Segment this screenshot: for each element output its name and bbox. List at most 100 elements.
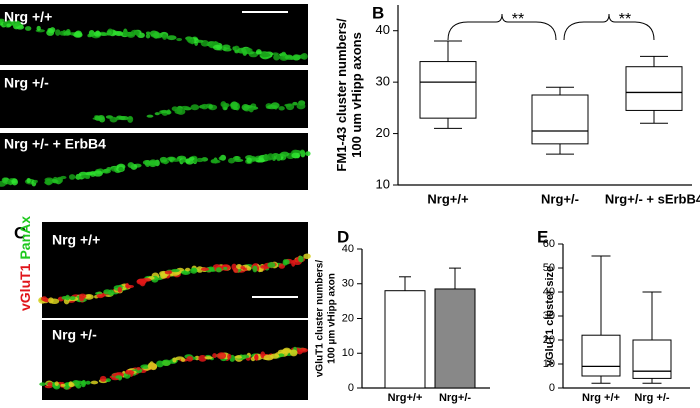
punctum	[154, 32, 163, 39]
significance-bracket	[447, 13, 557, 41]
punctum	[127, 162, 135, 168]
image-label: Nrg +/-	[52, 327, 97, 343]
y-axis-label: vGluT1 cluster size	[544, 266, 556, 366]
significance-label: **	[619, 11, 631, 28]
punctum	[234, 355, 243, 359]
x-tick-label: Nrg+/-	[439, 392, 471, 404]
punctum	[145, 31, 151, 35]
y-tick-label: 0	[549, 382, 555, 394]
punctum	[68, 174, 76, 180]
punctum	[47, 382, 53, 387]
panel-label: C	[14, 223, 26, 242]
y-tick-label: 30	[376, 74, 390, 89]
punctum	[96, 293, 105, 299]
punctum	[115, 375, 123, 379]
punctum	[125, 282, 130, 290]
punctum	[160, 109, 169, 114]
punctum	[281, 51, 287, 57]
punctum	[90, 380, 99, 385]
punctum	[291, 260, 296, 267]
punctum	[102, 168, 111, 174]
punctum	[276, 154, 282, 162]
y-tick-label: 40	[342, 243, 354, 255]
punctum	[79, 295, 85, 302]
image-label: Nrg +/+	[52, 232, 100, 248]
x-tick-label: Nrg +/+	[582, 392, 620, 404]
punctum	[74, 30, 83, 38]
punctum	[299, 149, 305, 155]
punctum	[296, 102, 306, 110]
punctum	[84, 294, 94, 300]
punctum	[196, 266, 204, 273]
punctum	[282, 347, 292, 354]
punctum	[223, 266, 228, 270]
punctum	[85, 171, 94, 176]
punctum	[241, 354, 250, 359]
punctum	[6, 23, 12, 28]
punctum	[92, 170, 103, 177]
punctum	[305, 151, 311, 157]
punctum	[296, 348, 303, 355]
punctum	[249, 157, 259, 161]
punctum	[254, 354, 259, 361]
x-tick-label: Nrg+/+	[427, 191, 469, 206]
punctum	[180, 105, 190, 109]
punctum	[252, 265, 258, 273]
punctum	[267, 261, 276, 268]
y-tick-label: 50	[543, 262, 555, 274]
box	[419, 61, 477, 119]
punctum	[109, 116, 118, 123]
punctum	[222, 47, 232, 52]
punctum	[147, 362, 158, 370]
punctum	[60, 383, 66, 387]
punctum	[212, 353, 217, 359]
punctum	[180, 357, 186, 362]
stain-label: vGluT1 PanAx	[17, 216, 33, 311]
punctum	[204, 356, 213, 360]
y-tick-label: 30	[543, 310, 555, 322]
punctum	[207, 266, 215, 272]
punctum	[267, 153, 275, 160]
y-axis-label: FM1-43 cluster numbers/	[334, 18, 349, 172]
punctum	[81, 379, 86, 386]
punctum	[136, 366, 141, 371]
punctum	[289, 349, 298, 357]
box	[531, 94, 589, 145]
y-tick-label: 40	[543, 286, 555, 298]
punctum	[237, 47, 247, 54]
punctum	[108, 289, 115, 296]
punctum	[55, 29, 61, 36]
image-label: Nrg +/- + ErbB4	[4, 136, 106, 152]
punctum	[284, 103, 292, 107]
punctum	[227, 157, 236, 164]
y-tick-label: 60	[543, 238, 555, 250]
punctum	[270, 102, 280, 109]
punctum	[118, 116, 126, 121]
punctum	[303, 253, 311, 260]
box	[581, 334, 621, 377]
punctum	[135, 30, 140, 37]
punctum	[278, 353, 285, 358]
punctum	[170, 271, 180, 276]
y-tick-label: 10	[342, 347, 354, 359]
punctum	[106, 30, 112, 36]
punctum	[164, 270, 173, 275]
punctum	[159, 156, 168, 163]
image-label: Nrg +/+	[4, 9, 52, 25]
punctum	[246, 266, 252, 271]
punctum	[255, 49, 262, 55]
punctum	[141, 277, 152, 282]
punctum	[85, 380, 91, 385]
x-tick-label: Nrg+/- + sErbB4	[605, 191, 700, 206]
punctum	[190, 267, 198, 274]
box	[625, 66, 683, 111]
punctum	[99, 375, 107, 382]
y-tick-label: 10	[543, 358, 555, 370]
image-c	[42, 222, 308, 400]
punctum	[162, 33, 168, 40]
punctum	[140, 364, 151, 369]
punctum	[273, 54, 280, 61]
punctum	[124, 370, 135, 375]
x-tick-label: Nrg+/-	[541, 191, 579, 206]
